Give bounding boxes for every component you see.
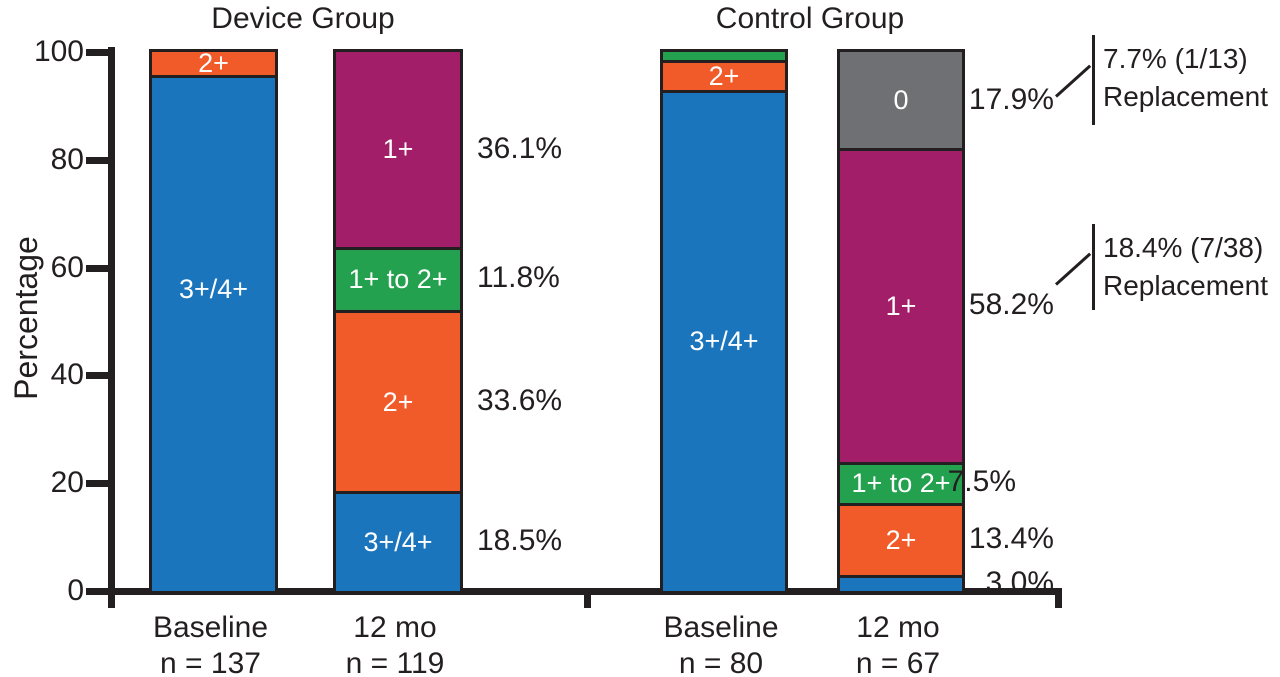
segment-control-group-baseline-2: 2+ — [663, 60, 785, 90]
bar-device-group-12-mo: 1+ 1+ to 2+ 2+ 3+/4+ — [333, 49, 463, 594]
segment-label-device-group-12-mo-1-to-2: 1+ to 2+ — [348, 264, 448, 295]
annotation-control-group-12-mo-0: 17.9% — [968, 83, 1054, 117]
annotation-control-group-12-mo-2: 13.4% — [968, 521, 1054, 555]
annotation-control-group-12-mo-1: 58.2% — [968, 288, 1054, 322]
y-tick-label-0: 0 — [67, 574, 84, 607]
note-rule-bottom — [1092, 224, 1095, 310]
note-bottom-line1: 18.4% (7/38) — [1103, 232, 1264, 263]
group-title-device: Device Group — [211, 2, 395, 35]
bar-device-group-baseline: 2+ 3+/4+ — [149, 49, 278, 594]
y-axis-line — [108, 47, 115, 608]
note-connector-bottom — [1054, 252, 1092, 286]
y-tick-0 — [86, 588, 109, 595]
group-title-control: Control Group — [715, 2, 905, 35]
segment-control-group-12-mo-3-4 — [840, 574, 962, 591]
x-axis-mid-tick — [584, 588, 591, 608]
note-connector-top — [1054, 64, 1092, 98]
segment-control-group-baseline-1-to-2 — [663, 52, 785, 61]
x-label-device-group-12-mo: 12 mo — [353, 611, 437, 644]
segment-label-control-group-12-mo-1: 1+ — [885, 291, 917, 322]
segment-device-group-12-mo-1-to-2: 1+ to 2+ — [336, 246, 460, 311]
y-tick-label-60: 60 — [50, 250, 84, 284]
x-label-control-group-baseline: Baseline — [663, 611, 779, 644]
y-tick-40 — [86, 372, 109, 380]
segment-label-device-group-baseline-2: 2+ — [198, 48, 229, 79]
segment-label-device-group-12-mo-1: 1+ — [382, 133, 414, 164]
note-rule-top — [1092, 35, 1095, 125]
segment-label-control-group-12-mo-0: 0 — [893, 84, 909, 115]
segment-label-device-group-12-mo-2: 2+ — [382, 386, 414, 417]
n-label-device-group-12-mo: n = 119 — [345, 647, 445, 677]
x-label-device-group-baseline: Baseline — [152, 611, 269, 644]
segment-device-group-12-mo-1: 1+ — [336, 52, 460, 247]
note-top-line2: Replacement — [1103, 81, 1268, 112]
segment-label-control-group-baseline-3-4: 3+/4+ — [689, 326, 759, 357]
x-label-control-group-12-mo: 12 mo — [856, 611, 940, 644]
segment-control-group-12-mo-1: 1+ — [840, 148, 962, 463]
note-bottom-line2: Replacement — [1103, 270, 1268, 301]
x-axis-end-tick — [1055, 588, 1062, 608]
segment-device-group-12-mo-3-4: 3+/4+ — [336, 491, 460, 591]
bar-control-group-baseline: 2+ 3+/4+ — [660, 49, 788, 594]
segment-control-group-12-mo-2: 2+ — [840, 502, 962, 575]
segment-label-device-group-12-mo-3-4: 3+/4+ — [363, 527, 433, 558]
y-tick-label-80: 80 — [50, 142, 84, 176]
segment-label-control-group-baseline-2: 2+ — [708, 60, 740, 91]
y-tick-100 — [86, 49, 109, 56]
segment-label-device-group-baseline-3-4: 3+/4+ — [178, 274, 249, 305]
segment-control-group-12-mo-1-to-2: 1+ to 2+ — [840, 462, 962, 503]
annotation-device-group-12-mo-1-to-2: 11.8% — [477, 261, 560, 295]
y-tick-label-100: 100 — [33, 35, 84, 68]
note-top-line1: 7.7% (1/13) — [1103, 43, 1248, 74]
segment-label-control-group-12-mo-1-to-2: 1+ to 2+ — [851, 468, 951, 499]
segment-device-group-baseline-2: 2+ — [152, 48, 275, 79]
y-tick-label-40: 40 — [50, 358, 84, 392]
annotation-device-group-12-mo-2: 33.6% — [477, 383, 563, 417]
n-label-control-group-baseline: n = 80 — [678, 647, 764, 677]
bar-control-group-12-mo: 0 1+ 1+ to 2+ 2+ — [837, 49, 965, 594]
y-tick-20 — [86, 480, 109, 488]
n-label-control-group-12-mo: n = 67 — [855, 647, 941, 677]
n-label-device-group-baseline: n = 137 — [160, 647, 261, 677]
y-tick-60 — [86, 264, 109, 272]
annotation-device-group-12-mo-3-4: 18.5% — [477, 524, 563, 558]
y-tick-label-20: 20 — [50, 466, 84, 500]
annotation-control-group-12-mo-3-4: 3.0% — [985, 565, 1054, 599]
segment-device-group-12-mo-2: 2+ — [336, 310, 460, 492]
segment-label-control-group-12-mo-2: 2+ — [885, 524, 917, 555]
annotation-device-group-12-mo-1: 36.1% — [477, 132, 563, 166]
annotation-control-group-12-mo-1-to-2: 7.5% — [947, 465, 1016, 499]
y-tick-80 — [86, 156, 109, 164]
segment-control-group-12-mo-0: 0 — [840, 52, 962, 149]
segment-control-group-baseline-3-4: 3+/4+ — [663, 89, 785, 591]
segment-device-group-baseline-3-4: 3+/4+ — [152, 75, 275, 591]
